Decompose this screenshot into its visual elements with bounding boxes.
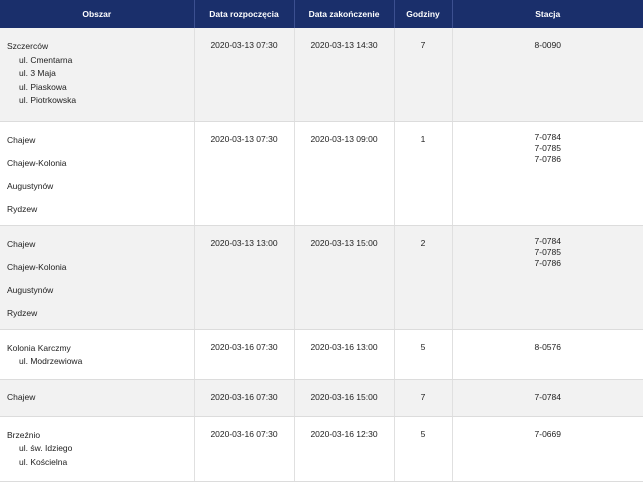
hours-cell: 1	[393, 121, 452, 226]
street-name: ul. św. Idziego	[19, 443, 73, 453]
end-date: 2020-03-16 12:30	[310, 428, 378, 439]
area-name: Chajew-Kolonia	[7, 157, 67, 168]
table-row: Chajew Chajew-Kolonia Augustynów Rydzew …	[0, 121, 643, 226]
station-code: 7-0784	[534, 235, 561, 246]
end-date: 2020-03-16 15:00	[310, 391, 378, 402]
end-date: 2020-03-13 14:30	[310, 40, 378, 50]
start-date-cell: 2020-03-16 07:30	[193, 379, 294, 417]
area-name: Brzeźnio	[7, 429, 41, 440]
table-row: Chajew 2020-03-16 07:30 2020-03-16 15:00…	[0, 379, 643, 417]
area-cell: Kolonia Karczmy ul. Modrzewiowa	[0, 329, 194, 380]
column-header-hours[interactable]: Godziny	[393, 0, 452, 28]
station-cell: 7-0784	[451, 379, 643, 417]
hours-value: 5	[420, 428, 426, 439]
street-name: ul. Modrzewiowa	[19, 356, 83, 366]
table-row: Chajew Chajew-Kolonia Augustynów Rydzew …	[0, 225, 643, 330]
end-date-cell: 2020-03-16 12:30	[293, 416, 394, 482]
hours-value: 7	[420, 391, 426, 402]
start-date-cell: 2020-03-13 07:30	[193, 28, 294, 122]
end-date-cell: 2020-03-13 09:00	[293, 121, 394, 226]
area-cell: Chajew Chajew-Kolonia Augustynów Rydzew	[0, 121, 194, 226]
street-name: ul. Piotrkowska	[19, 95, 77, 105]
table-row: Szczerców ul. Cmentarna ul. 3 Maja ul. P…	[0, 28, 643, 122]
table-row: Brzeźnio ul. św. Idziego ul. Kościelna 2…	[0, 416, 643, 482]
hours-cell: 2	[393, 225, 452, 330]
area-name: Chajew-Kolonia	[7, 261, 67, 272]
area-name: Rydzew	[7, 203, 38, 214]
table-header: Obszar Data rozpoczęcia Data zakończenie…	[0, 0, 643, 28]
start-date-cell: 2020-03-13 13:00	[193, 225, 294, 330]
area-name: Chajew	[7, 238, 36, 249]
station-cell: 7-0784 7-0785 7-0786	[451, 121, 643, 226]
area-name: Chajew	[7, 134, 36, 145]
start-date: 2020-03-16 07:30	[210, 391, 278, 402]
street-name: ul. Kościelna	[19, 456, 68, 467]
hours-value: 7	[420, 40, 426, 50]
start-date-cell: 2020-03-13 07:30	[193, 121, 294, 226]
street-name: ul. Piaskowa	[19, 81, 67, 92]
station-code: 7-0784	[534, 131, 561, 142]
end-date: 2020-03-13 09:00	[310, 133, 378, 144]
station-cell: 8-0576	[451, 329, 643, 380]
hours-cell: 7	[393, 28, 452, 122]
start-date: 2020-03-16 07:30	[210, 341, 278, 352]
station-cell: 7-0669	[451, 416, 643, 482]
station-code: 8-0090	[534, 40, 561, 50]
start-date: 2020-03-16 07:30	[210, 428, 278, 439]
station-code: 7-0669	[534, 428, 561, 439]
station-cell: 8-0090	[451, 28, 643, 122]
end-date-cell: 2020-03-13 14:30	[293, 28, 394, 122]
end-date-cell: 2020-03-16 13:00	[293, 329, 394, 380]
station-code: 8-0576	[534, 341, 561, 352]
table-body: Szczerców ul. Cmentarna ul. 3 Maja ul. P…	[0, 28, 643, 482]
hours-value: 1	[420, 133, 426, 144]
area-cell: Brzeźnio ul. św. Idziego ul. Kościelna	[0, 416, 194, 482]
hours-cell: 5	[393, 329, 452, 380]
column-header-area[interactable]: Obszar	[0, 0, 194, 28]
area-name: Chajew	[7, 391, 36, 402]
street-name: ul. 3 Maja	[19, 68, 56, 78]
start-date-cell: 2020-03-16 07:30	[193, 416, 294, 482]
area-name: Augustynów	[7, 180, 54, 191]
table-row: Kolonia Karczmy ul. Modrzewiowa 2020-03-…	[0, 329, 643, 380]
area-name: Augustynów	[7, 284, 54, 295]
station-cell: 7-0784 7-0785 7-0786	[451, 225, 643, 330]
start-date: 2020-03-13 07:30	[210, 133, 278, 144]
end-date: 2020-03-13 15:00	[310, 237, 378, 248]
station-code: 7-0786	[534, 153, 561, 164]
area-cell: Chajew Chajew-Kolonia Augustynów Rydzew	[0, 225, 194, 330]
start-date-cell: 2020-03-16 07:30	[193, 329, 294, 380]
end-date-cell: 2020-03-16 15:00	[293, 379, 394, 417]
column-header-start-date[interactable]: Data rozpoczęcia	[193, 0, 294, 28]
street-name: ul. Cmentarna	[19, 54, 73, 65]
start-date: 2020-03-13 07:30	[210, 40, 278, 50]
column-header-end-date[interactable]: Data zakończenie	[293, 0, 394, 28]
area-cell: Chajew	[0, 379, 194, 417]
hours-value: 5	[420, 341, 426, 352]
area-name: Rydzew	[7, 307, 38, 318]
station-code: 7-0785	[534, 246, 561, 257]
start-date: 2020-03-13 13:00	[210, 237, 278, 248]
hours-value: 2	[420, 237, 426, 248]
hours-cell: 7	[393, 379, 452, 417]
station-code: 7-0785	[534, 142, 561, 153]
hours-cell: 5	[393, 416, 452, 482]
area-name: Kolonia Karczmy	[7, 342, 71, 353]
station-code: 7-0784	[534, 391, 561, 402]
station-code: 7-0786	[534, 257, 561, 268]
area-name: Szczerców	[7, 41, 49, 51]
end-date-cell: 2020-03-13 15:00	[293, 225, 394, 330]
column-header-station[interactable]: Stacja	[451, 0, 643, 28]
area-cell: Szczerców ul. Cmentarna ul. 3 Maja ul. P…	[0, 28, 194, 122]
end-date: 2020-03-16 13:00	[310, 341, 378, 352]
